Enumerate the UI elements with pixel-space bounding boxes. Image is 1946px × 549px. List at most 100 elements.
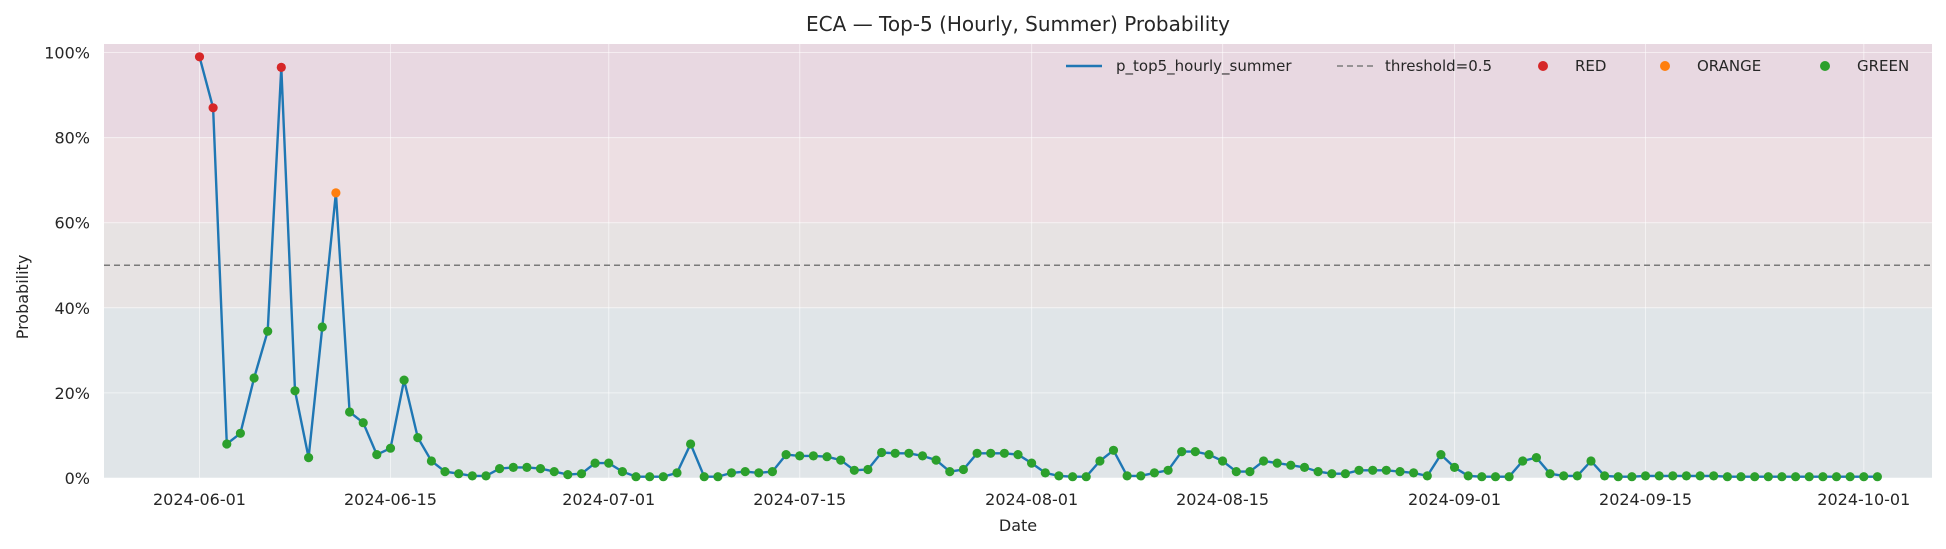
data-point-green	[1613, 472, 1623, 482]
y-axis-label: Probability	[13, 255, 32, 340]
data-point-green	[1818, 472, 1828, 482]
data-point-green	[1081, 472, 1091, 482]
y-tick-label: 100%	[44, 44, 90, 63]
data-point-green	[1013, 450, 1023, 460]
legend: p_top5_hourly_summer threshold=0.5 RED O…	[1066, 57, 1909, 76]
data-point-green	[1040, 468, 1050, 478]
data-point-green	[1190, 447, 1200, 457]
data-point-green	[617, 467, 628, 477]
data-point-green	[1449, 462, 1460, 472]
data-point-green	[1245, 467, 1255, 477]
data-point-green	[1436, 450, 1446, 460]
data-point-green	[1695, 471, 1705, 481]
legend-green-label: GREEN	[1857, 57, 1909, 75]
data-point-green	[672, 468, 682, 478]
data-point-green	[958, 464, 969, 475]
data-point-green	[631, 472, 641, 482]
data-point-green	[1368, 465, 1378, 475]
data-point-green	[1136, 471, 1146, 481]
y-axis-ticks: 0% 20% 40% 60% 80% 100%	[44, 44, 90, 488]
data-point-green	[1845, 472, 1855, 482]
data-point-green	[1859, 472, 1869, 482]
data-point-green	[399, 375, 409, 385]
data-point-green	[1791, 472, 1801, 482]
data-point-green	[1654, 471, 1664, 481]
data-point-green	[1177, 447, 1187, 457]
data-point-green	[358, 418, 368, 428]
data-point-green	[1559, 471, 1569, 481]
data-point-green	[290, 386, 300, 396]
data-point-green	[263, 326, 273, 336]
data-point-green	[1668, 471, 1678, 481]
background-band	[104, 137, 1932, 223]
data-point-green	[1204, 450, 1214, 460]
data-point-green	[1231, 467, 1241, 477]
data-point-green	[1340, 469, 1350, 479]
series-line-p-top5	[198, 56, 1878, 478]
data-point-green	[1463, 471, 1473, 481]
data-point-green	[699, 472, 709, 482]
data-point-green	[904, 448, 914, 458]
data-point-green	[1027, 458, 1037, 468]
data-point-green	[467, 471, 477, 481]
data-point-green	[1068, 472, 1078, 482]
data-point-green	[1095, 456, 1105, 466]
data-point-green	[877, 447, 887, 458]
data-point-green	[317, 322, 327, 332]
data-point-green	[1108, 445, 1119, 455]
data-point-green	[1627, 472, 1637, 482]
data-point-green	[767, 467, 778, 477]
y-tick-label: 20%	[54, 384, 90, 403]
legend-red-label: RED	[1575, 57, 1606, 75]
data-point-green	[1313, 467, 1323, 477]
data-point-green	[304, 453, 314, 463]
data-point-green	[454, 469, 464, 479]
data-point-green	[1395, 467, 1405, 477]
data-point-green	[1586, 456, 1596, 466]
data-point-green	[1286, 460, 1296, 470]
legend-threshold-label: threshold=0.5	[1385, 57, 1492, 75]
data-point-green	[1722, 472, 1732, 482]
data-point-green	[549, 467, 559, 477]
data-point-green	[508, 462, 518, 472]
data-point-green	[740, 467, 750, 477]
data-point-green	[1477, 472, 1487, 482]
data-point-green	[1409, 468, 1419, 478]
data-point-green	[1299, 462, 1310, 472]
data-point-green	[931, 455, 941, 465]
data-point-green	[686, 439, 696, 449]
data-point-red	[194, 52, 205, 62]
data-point-green	[1572, 471, 1582, 481]
legend-orange-label: ORANGE	[1697, 57, 1761, 75]
data-point-green	[849, 465, 859, 475]
data-point-green	[1750, 472, 1760, 482]
data-point-green	[1777, 472, 1787, 482]
data-point-green	[222, 439, 232, 449]
data-point-green	[1327, 469, 1337, 479]
background-band	[104, 44, 1932, 138]
plot-background	[104, 44, 1932, 478]
data-point-orange	[331, 188, 341, 198]
x-tick-label: 2024-07-15	[753, 490, 846, 509]
data-point-green	[645, 472, 655, 482]
data-point-green	[413, 433, 423, 443]
data-point-green	[781, 450, 791, 460]
data-point-green	[385, 443, 396, 453]
data-point-green	[945, 467, 955, 477]
data-point-green	[590, 458, 600, 468]
data-point-green	[1531, 453, 1541, 463]
data-point-green	[999, 448, 1010, 458]
y-tick-label: 0%	[65, 469, 90, 488]
data-point-green	[1149, 468, 1159, 478]
data-point-green	[1872, 472, 1882, 482]
data-point-green	[495, 464, 505, 474]
legend-line-label: p_top5_hourly_summer	[1116, 57, 1292, 76]
data-point-green	[1490, 472, 1501, 482]
data-point-green	[713, 472, 723, 482]
chart-title: ECA — Top-5 (Hourly, Summer) Probability	[806, 12, 1230, 36]
data-point-green	[576, 469, 587, 479]
data-point-green	[1122, 471, 1132, 481]
x-tick-label: 2024-06-15	[344, 490, 437, 509]
data-point-green	[563, 470, 573, 480]
